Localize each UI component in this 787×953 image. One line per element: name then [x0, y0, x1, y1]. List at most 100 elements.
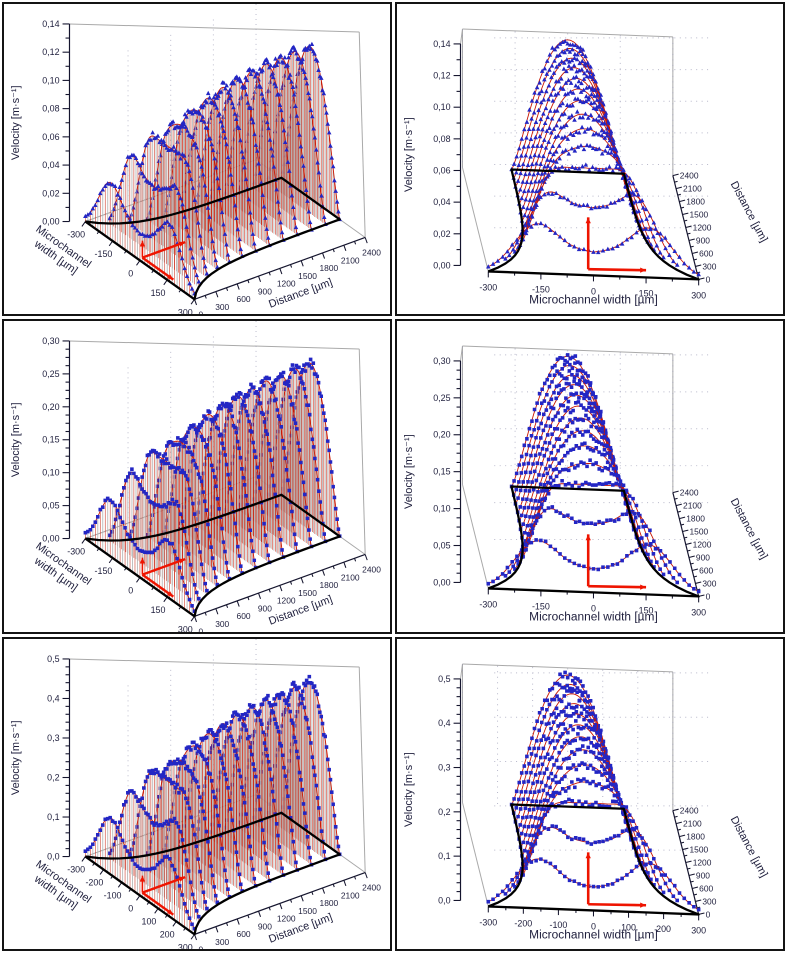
svg-text:1200: 1200 [693, 857, 712, 867]
svg-text:0,05: 0,05 [433, 541, 450, 551]
width-axis: -300 -150 0 150 300 Microchannel width [µm] [479, 588, 706, 624]
data-markers [251, 371, 314, 549]
svg-text:0: 0 [706, 909, 711, 919]
svg-text:900: 900 [696, 235, 710, 245]
profile-d200 [503, 823, 680, 902]
svg-text:0,05: 0,05 [42, 501, 59, 511]
svg-text:2400: 2400 [362, 882, 381, 892]
data-markers [127, 130, 210, 276]
data-markers [192, 80, 258, 253]
svg-text:600: 600 [699, 248, 713, 258]
profile-series [83, 674, 342, 935]
data-markers [221, 66, 286, 242]
profile-series [83, 357, 342, 617]
svg-text:0: 0 [199, 627, 204, 632]
svg-text:Velocity [m·s⁻¹]: Velocity [m·s⁻¹] [403, 117, 415, 192]
svg-text:300: 300 [215, 936, 229, 946]
svg-text:1800: 1800 [320, 580, 339, 590]
svg-text:-300: -300 [67, 230, 85, 240]
svg-text:0,08: 0,08 [433, 134, 450, 144]
svg-text:1500: 1500 [689, 844, 708, 854]
svg-text:0,02: 0,02 [42, 188, 59, 198]
svg-text:-150: -150 [95, 249, 113, 259]
svg-text:2400: 2400 [362, 565, 381, 575]
svg-text:0,12: 0,12 [42, 47, 59, 57]
svg-text:1500: 1500 [298, 906, 317, 916]
svg-text:0,10: 0,10 [42, 468, 59, 478]
svg-text:0,5: 0,5 [47, 654, 59, 664]
panel-row2-right: 0,00 0,05 0,10 0,15 0,20 0,25 0,30 Velocity [m·… [395, 319, 785, 634]
svg-text:0,4: 0,4 [47, 693, 59, 703]
channel-outline [487, 485, 700, 598]
svg-text:0,3: 0,3 [47, 733, 59, 743]
svg-text:-150: -150 [532, 602, 550, 612]
svg-text:600: 600 [237, 294, 251, 304]
svg-text:2400: 2400 [680, 488, 699, 498]
svg-text:600: 600 [699, 883, 713, 893]
svg-text:1500: 1500 [298, 588, 317, 598]
svg-text:Microchannel width [µm]: Microchannel width [µm] [529, 927, 658, 941]
svg-text:1500: 1500 [689, 527, 708, 537]
profile-d200 [107, 467, 201, 605]
data-markers [207, 710, 272, 883]
data-markers [236, 56, 300, 237]
svg-text:0: 0 [706, 592, 711, 602]
svg-text:-200: -200 [514, 918, 532, 928]
data-markers [222, 382, 286, 560]
plot-row1-left: 0,00 0,02 0,04 0,06 0,08 0,10 0,12 0,14 Velocity… [10, 4, 381, 314]
svg-text:-300: -300 [479, 600, 497, 610]
svg-text:0: 0 [591, 286, 596, 296]
channel-outline [84, 811, 341, 936]
svg-text:0: 0 [706, 274, 711, 284]
panel-row3-left: 0,0 0,1 0,2 0,3 0,4 0,5 Velocity [m·s⁻¹] -300 -2… [2, 636, 392, 951]
svg-text:150: 150 [639, 606, 654, 616]
data-markers [520, 731, 641, 862]
svg-text:1500: 1500 [298, 271, 317, 281]
svg-text:-150: -150 [532, 284, 550, 294]
profile-d400 [127, 130, 210, 278]
channel-outline [487, 803, 700, 916]
svg-text:1800: 1800 [320, 263, 339, 273]
data-markers [513, 369, 631, 511]
data-markers [178, 727, 244, 893]
data-markers [207, 74, 272, 248]
svg-text:1200: 1200 [277, 596, 296, 606]
scale-arrows [139, 875, 186, 916]
svg-text:Velocity [m·s⁻¹]: Velocity [m·s⁻¹] [10, 720, 22, 795]
profile-d0 [83, 181, 197, 300]
svg-text:1800: 1800 [686, 831, 705, 841]
data-markers [264, 44, 328, 227]
svg-text:2100: 2100 [341, 890, 360, 900]
svg-text:150: 150 [151, 605, 166, 615]
svg-text:1800: 1800 [320, 898, 339, 908]
svg-text:0,20: 0,20 [433, 430, 450, 440]
data-markers [236, 693, 300, 872]
svg-text:0,10: 0,10 [433, 504, 450, 514]
profile-d400 [512, 162, 666, 260]
velocity-axis: 0,00 0,02 0,04 0,06 0,08 0,10 0,12 0,14 Velocity… [403, 39, 462, 270]
width-axis: -300 -150 0 150 300 Microchannel width [µm] [479, 270, 706, 306]
scale-arrows [139, 240, 186, 281]
data-markers [236, 375, 300, 554]
svg-text:Microchannel width [µm]: Microchannel width [µm] [529, 292, 658, 306]
svg-text:1500: 1500 [689, 210, 708, 220]
profile-d200 [503, 505, 680, 585]
svg-text:0,15: 0,15 [42, 435, 59, 445]
channel-outline [84, 493, 341, 618]
svg-text:Velocity [m·s⁻¹]: Velocity [m·s⁻¹] [10, 85, 22, 160]
svg-text:0,1: 0,1 [47, 812, 59, 822]
svg-text:0: 0 [591, 604, 596, 614]
profile-series [486, 670, 701, 911]
svg-text:0: 0 [128, 903, 133, 913]
svg-text:100: 100 [142, 916, 157, 926]
svg-text:0: 0 [128, 586, 133, 596]
svg-text:0,30: 0,30 [42, 336, 59, 346]
velocity-axis: 0,00 0,02 0,04 0,06 0,08 0,10 0,12 0,14 Velocity… [10, 19, 71, 227]
svg-text:1200: 1200 [277, 279, 296, 289]
scale-arrows [585, 534, 647, 591]
svg-text:300: 300 [702, 896, 716, 906]
profile-d400 [513, 797, 666, 894]
